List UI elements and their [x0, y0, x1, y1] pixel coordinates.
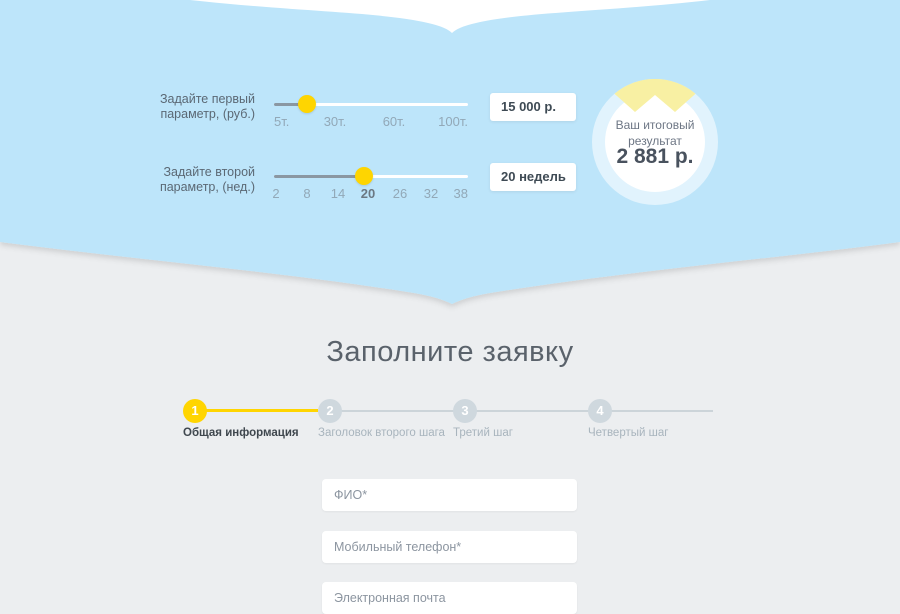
amount-value-box[interactable]: 15 000 р. [490, 93, 576, 121]
step-3-circle[interactable]: 3 [453, 399, 477, 423]
tick-label: 14 [330, 186, 346, 201]
step-2-label: Заголовок второго шага [318, 427, 445, 439]
step-connector-line-active [195, 409, 318, 412]
weeks-slider-ticks: 2 8 14 20 26 32 38 [272, 186, 468, 202]
tick-label: 30т. [323, 114, 347, 129]
first-parameter-label: Задайте первый параметр, (руб.) [159, 92, 255, 121]
amount-slider-handle[interactable] [298, 95, 316, 113]
weeks-value-box[interactable]: 20 недель [490, 163, 576, 191]
amount-slider[interactable] [274, 95, 468, 113]
weeks-slider-handle[interactable] [355, 167, 373, 185]
tick-label: 60т. [382, 114, 406, 129]
weeks-slider[interactable] [274, 167, 468, 185]
tick-label: 38 [453, 186, 468, 201]
step-indicator: 1 Общая информация 2 Заголовок второго ш… [0, 398, 900, 448]
email-field[interactable] [322, 582, 577, 614]
step-4-circle[interactable]: 4 [588, 399, 612, 423]
tick-label: 5т. [274, 114, 290, 129]
amount-slider-ticks: 5т. 30т. 60т. 100т. [274, 114, 468, 130]
hero-blue-shape [0, 0, 900, 304]
result-badge: Ваш итоговый результат 2 881 р. [592, 79, 718, 205]
tick-label-active: 20 [360, 186, 376, 201]
result-caption: Ваш итоговый результат [615, 118, 695, 148]
result-badge-circle [592, 79, 718, 205]
result-amount: 2 881 р. [616, 145, 694, 168]
badge-yellow-arc [614, 79, 696, 112]
hero-curved-background [0, 0, 900, 304]
step-1-label: Общая информация [183, 427, 299, 439]
form-section-title: Заполните заявку [326, 336, 574, 368]
tick-label: 32 [423, 186, 439, 201]
loan-calculator: Задайте первый параметр, (руб.) 5т. 30т.… [159, 79, 718, 205]
top-divider-notch [190, 0, 710, 33]
step-1-circle[interactable]: 1 [183, 399, 207, 423]
tick-label: 100т. [438, 114, 468, 129]
step-2-circle[interactable]: 2 [318, 399, 342, 423]
tick-label: 2 [272, 186, 280, 201]
mobile-phone-field[interactable] [322, 531, 577, 563]
tick-label: 8 [303, 186, 311, 201]
step-3-label: Третий шаг [453, 427, 513, 439]
amount-slider-fill [274, 103, 307, 106]
amount-slider-track[interactable] [274, 103, 468, 106]
second-parameter-label: Задайте второй параметр, (нед.) [159, 165, 255, 194]
full-name-field[interactable] [322, 479, 577, 511]
tick-label: 26 [392, 186, 408, 201]
badge-inner-circle [605, 92, 705, 192]
weeks-slider-fill [274, 175, 364, 178]
step-4-label: Четвертый шаг [588, 427, 669, 439]
